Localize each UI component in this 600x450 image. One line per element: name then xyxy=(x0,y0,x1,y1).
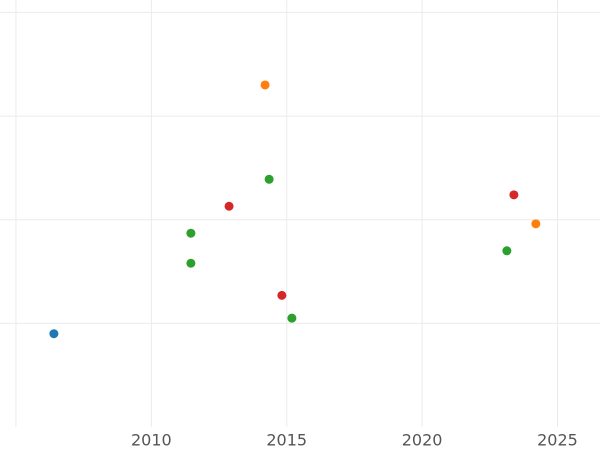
point xyxy=(509,190,519,200)
x-tick-label: 2010 xyxy=(131,431,172,450)
point xyxy=(277,290,287,300)
point xyxy=(264,174,274,184)
point xyxy=(224,201,234,211)
point xyxy=(502,246,512,256)
x-tick-label: 2025 xyxy=(537,431,578,450)
point xyxy=(49,329,59,339)
point xyxy=(186,258,196,268)
x-tick-label: 2015 xyxy=(266,431,307,450)
point xyxy=(186,228,196,238)
x-tick-label: 2020 xyxy=(402,431,443,450)
point xyxy=(260,80,270,90)
point xyxy=(287,313,297,323)
point xyxy=(531,219,541,229)
